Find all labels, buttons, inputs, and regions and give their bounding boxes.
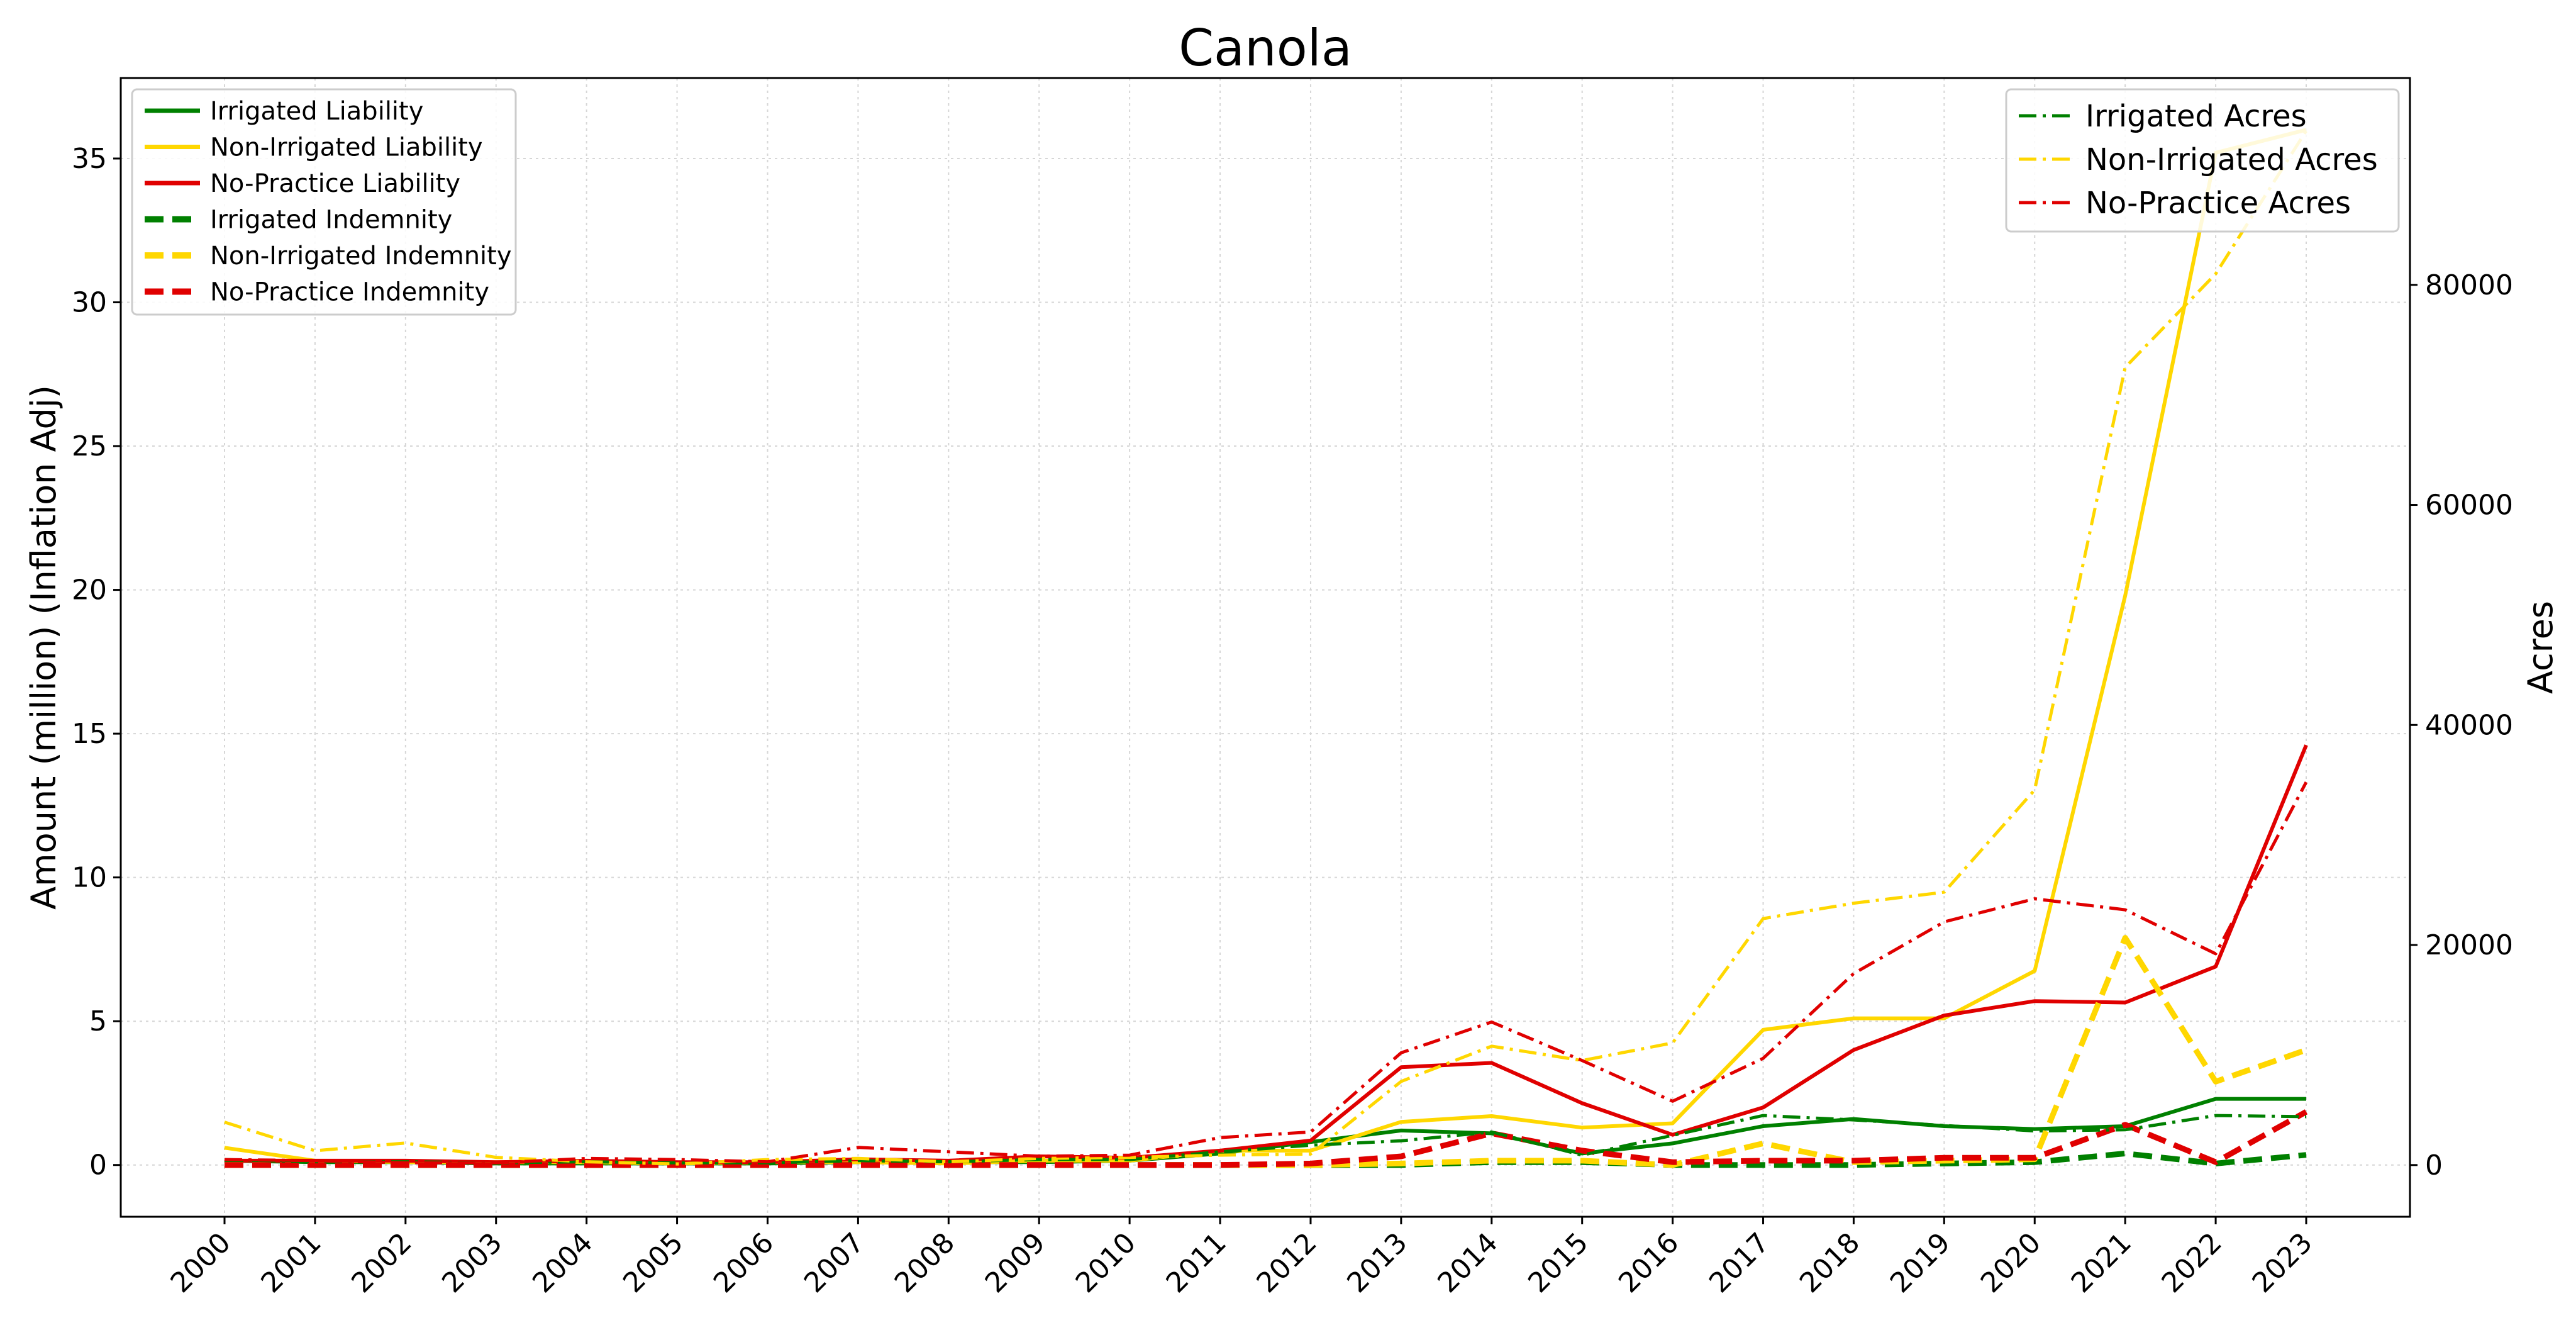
legend-label-non-irrigated-acres: Non-Irrigated Acres [2085, 142, 2378, 177]
y-tick-label-left: 0 [89, 1149, 107, 1182]
y-tick-label-right: 80000 [2425, 269, 2513, 301]
y-tick-label-right: 20000 [2425, 929, 2513, 961]
y-tick-label-left: 15 [72, 718, 107, 750]
y-axis-label-left: Amount (million) (Inflation Adj) [24, 385, 64, 910]
legend-liability-indemnity: Irrigated Liability Non-Irrigated Liabili… [131, 88, 517, 316]
legend-label-no-practice-liability: No-Practice Liability [210, 169, 460, 198]
legend-label-non-irrigated-liability: Non-Irrigated Liability [210, 133, 483, 162]
y-tick-label-left: 5 [89, 1005, 107, 1037]
legend-label-irrigated-liability: Irrigated Liability [210, 97, 423, 126]
y-tick-label-right: 40000 [2425, 709, 2513, 741]
legend-label-irrigated-indemnity: Irrigated Indemnity [210, 206, 452, 235]
series-line-irrigated-acres [224, 1114, 2307, 1165]
legend-box [131, 88, 517, 316]
legend-label-non-irrigated-indemnity: Non-Irrigated Indemnity [210, 242, 512, 271]
plot-frame [119, 77, 2411, 1218]
chart-title: Canola [1179, 19, 1352, 77]
y-tick-label-left: 25 [72, 430, 107, 462]
series-line-no-practice-indemnity [225, 1109, 2308, 1168]
y-tick-label-right: 60000 [2425, 489, 2513, 522]
y-tick-label-left: 35 [72, 143, 107, 175]
y-tick-label-left: 10 [72, 862, 107, 894]
series-layer [224, 128, 2308, 1168]
legend-acres: Irrigated Acres Non-Irrigated Acres No-Pra… [2005, 88, 2400, 233]
series-line-no-practice-acres [224, 781, 2308, 1165]
legend-label-no-practice-indemnity: No-Practice Indemnity [210, 278, 489, 307]
y-axis-label-right: Acres [2521, 601, 2560, 694]
legend-label-no-practice-acres: No-Practice Acres [2085, 186, 2351, 221]
y-tick-label-left: 30 [72, 287, 107, 319]
y-tick-label-right: 0 [2425, 1149, 2443, 1182]
legend-box [2005, 88, 2400, 233]
series-line-non-irrigated-acres [224, 130, 2308, 1166]
y-tick-label-left: 20 [72, 574, 107, 606]
legend-label-irrigated-acres: Irrigated Acres [2085, 99, 2307, 134]
